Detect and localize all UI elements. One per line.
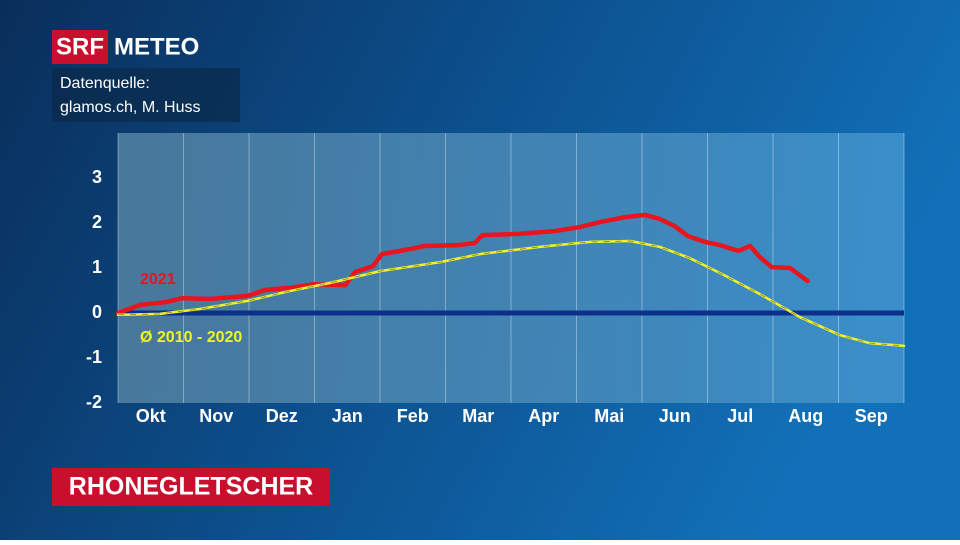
y-tick-label: 1 (92, 257, 102, 277)
y-tick-label: 3 (92, 167, 102, 187)
title-box (52, 468, 330, 506)
x-tick-label: Mai (594, 406, 624, 426)
x-tick-label: Okt (136, 406, 166, 426)
x-tick-label: Apr (528, 406, 559, 426)
y-tick-label: -1 (86, 347, 102, 367)
y-tick-label: 0 (92, 302, 102, 322)
legend-label: Ø 2010 - 2020 (140, 329, 242, 346)
x-tick-label: Jul (727, 406, 753, 426)
logo-box (52, 30, 108, 64)
x-tick-label: Jun (659, 406, 691, 426)
x-tick-label: Jan (332, 406, 363, 426)
y-tick-label: 2 (92, 212, 102, 232)
y-tick-label: -2 (86, 392, 102, 412)
source: glamos.ch, M. Huss (60, 99, 200, 116)
x-tick-label: Nov (199, 406, 233, 426)
x-tick-label: Aug (788, 406, 823, 426)
source-box (52, 68, 240, 122)
series-line (115, 212, 810, 316)
x-tick-label: Feb (397, 406, 429, 426)
legend-label: 2021 (140, 271, 176, 288)
x-tick-label: Mar (462, 406, 494, 426)
chart-title: RHONEGLETSCHER (69, 473, 313, 501)
brand: METEO (114, 33, 199, 60)
source-label: Datenquelle: (60, 75, 150, 92)
logo: SRF (56, 33, 104, 60)
series-line-dash (117, 240, 905, 347)
x-tick-label: Sep (855, 406, 888, 426)
x-tick-label: Dez (266, 406, 298, 426)
